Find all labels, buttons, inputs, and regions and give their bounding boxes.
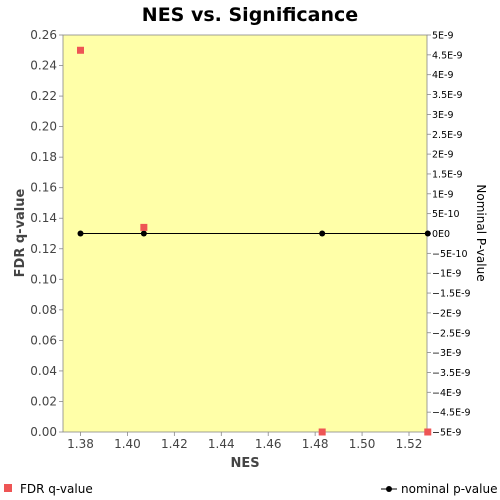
y-axis-label: FDR q-value [13,188,28,277]
y-right-tick-label: −3E-9 [432,348,461,359]
y-axis-right: 5E-9 4.5E-9 4E-9 3.5E-9 3E-9 2.5E-9 2E-9 1.5E-9… [427,31,471,439]
y-tick-label: 0.18 [30,150,57,164]
y-axis-left: 0.00 0.02 0.04 0.06 0.08 0.10 0.12 0.14 0.16 0.18… [30,28,63,439]
fdr-qvalue-point [140,223,148,231]
fdr-qvalue-point [77,46,84,54]
x-tick-label: 1.50 [349,437,376,451]
y-axis-right-label: Nominal P-value [474,184,488,281]
nominal-pvalue-point [319,230,326,237]
y-tick-label: 0.00 [30,425,57,439]
legend-label-nominal: nominal p-value [401,482,497,496]
series-layer [77,46,432,436]
x-tick-label: 1.40 [114,437,141,451]
x-tick-label: 1.42 [161,437,188,451]
legend: FDR q-value nominal p-value [4,482,497,496]
y-right-tick-label: 3.5E-9 [432,90,463,101]
y-tick-label: 0.26 [30,28,57,42]
y-right-tick-label: −5E-9 [432,428,461,439]
y-tick-label: 0.10 [30,272,57,286]
legend-label-fdr: FDR q-value [20,482,93,496]
x-tick-label: 1.46 [255,437,282,451]
y-right-tick-label: −1E-9 [432,269,461,280]
x-tick-label: 1.52 [396,437,423,451]
y-right-tick-label: 5E-10 [432,209,460,220]
y-tick-label: 0.20 [30,120,57,134]
x-tick-label: 1.44 [208,437,235,451]
y-tick-label: 0.06 [30,333,57,347]
y-right-tick-label: −2E-9 [432,308,461,319]
y-right-tick-label: −4.5E-9 [432,408,471,419]
y-tick-label: 0.22 [30,89,57,103]
y-right-tick-label: 2.5E-9 [432,130,463,141]
x-tick-label: 1.48 [302,437,329,451]
x-tick-label: 1.38 [67,437,94,451]
y-right-tick-label: −2.5E-9 [432,328,471,339]
y-right-tick-label: −5E-10 [432,249,468,260]
y-tick-label: 0.16 [30,181,57,195]
y-tick-label: 0.24 [30,59,57,73]
nominal-pvalue-point [424,230,431,237]
y-right-tick-label: 2E-9 [432,150,454,161]
y-right-tick-label: 0E0 [432,229,450,240]
y-tick-label: 0.04 [30,364,57,378]
chart-title: NES vs. Significance [142,4,358,26]
y-tick-label: 0.02 [30,394,57,408]
legend-swatch-fdr [4,484,12,492]
x-axis-label: NES [230,456,259,471]
y-right-tick-label: 4E-9 [432,70,454,81]
y-right-tick-label: −3.5E-9 [432,368,471,379]
y-right-tick-label: 3E-9 [432,110,454,121]
y-right-tick-label: 1.5E-9 [432,169,463,180]
y-tick-label: 0.12 [30,242,57,256]
y-right-tick-label: −4E-9 [432,388,461,399]
y-right-tick-label: −1.5E-9 [432,289,471,300]
fdr-qvalue-point [424,428,432,436]
y-right-tick-label: 5E-9 [432,31,454,42]
y-tick-label: 0.14 [30,211,57,225]
y-right-tick-label: 4.5E-9 [432,50,463,61]
fdr-qvalue-point [318,428,326,436]
nominal-pvalue-point [140,230,147,237]
legend-swatch-nominal-marker [386,486,392,492]
y-tick-label: 0.08 [30,303,57,317]
y-right-tick-label: 1E-9 [432,189,454,200]
nominal-pvalue-point [77,230,84,237]
x-axis: 1.38 1.40 1.42 1.44 1.46 1.48 1.50 1.52 [67,432,422,451]
